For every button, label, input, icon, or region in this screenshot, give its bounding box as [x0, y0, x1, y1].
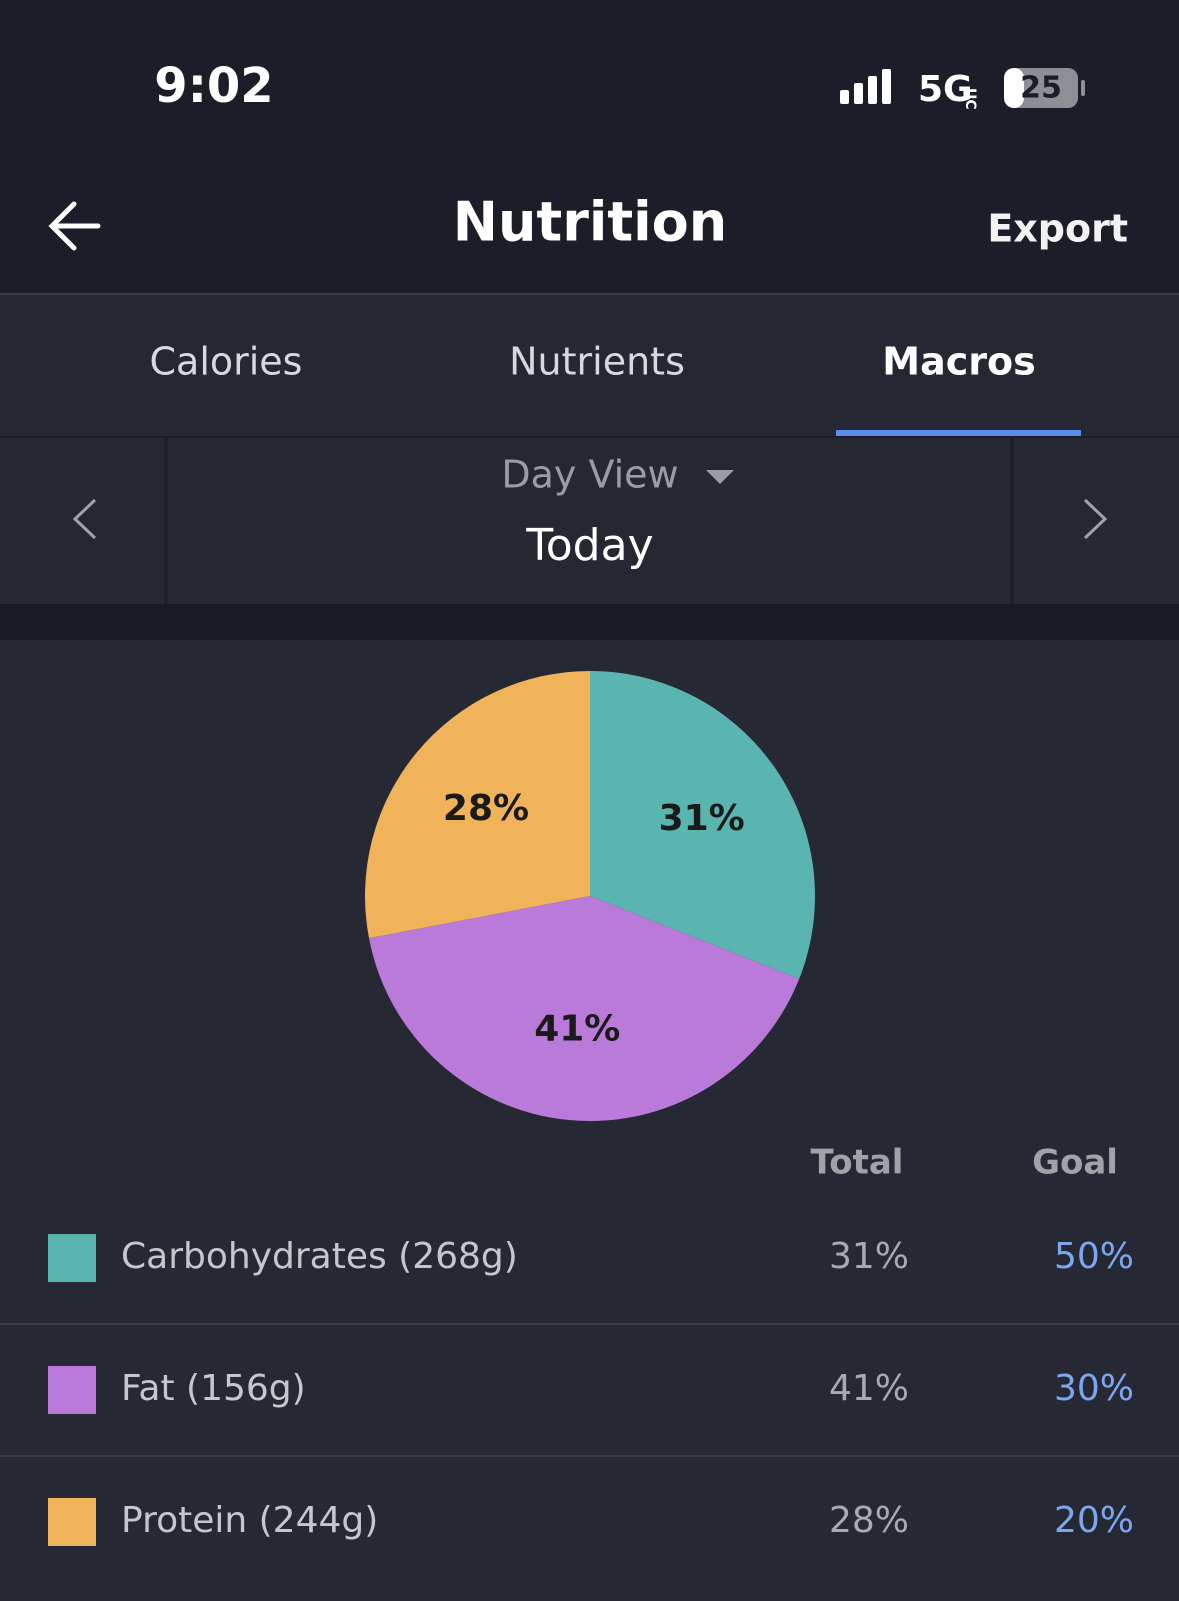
header-bg [0, 0, 1179, 294]
macro-name: Fat (156g) [121, 1368, 306, 1409]
slice-label: 41% [534, 1008, 620, 1049]
macro-name: Carbohydrates (268g) [121, 1236, 518, 1277]
prev-button[interactable] [72, 498, 97, 540]
tab[interactable]: Calories [150, 340, 303, 384]
pie-slice [590, 671, 815, 979]
macro-total: 31% [829, 1236, 909, 1277]
tab-indicator [836, 430, 1081, 436]
color-swatch [48, 1366, 96, 1414]
color-swatch [48, 1234, 96, 1282]
macro-table: Carbohydrates (268g) 31% 50% Fat (156g) 41% 3… [0, 1234, 1179, 1546]
macro-goal: 30% [1054, 1368, 1134, 1409]
column-header: Goal [1032, 1143, 1118, 1183]
page-title: Nutrition [453, 191, 727, 254]
date-label: Today [525, 520, 653, 571]
network-badge: UC [962, 88, 978, 110]
battery-tip [1081, 80, 1085, 96]
tab[interactable]: Nutrients [509, 340, 685, 384]
macro-name: Protein (244g) [121, 1500, 378, 1541]
tab-active[interactable]: Macros [882, 340, 1035, 384]
macro-goal: 50% [1054, 1236, 1134, 1277]
tabs-bg [0, 294, 1179, 436]
pie-chart: 31% 41% 28% [365, 671, 815, 1121]
network: 5G [918, 69, 973, 110]
slice-label: 28% [443, 788, 529, 829]
back-button[interactable] [48, 201, 101, 251]
macro-goal: 20% [1054, 1500, 1134, 1541]
spacer [0, 604, 1179, 640]
macro-total: 41% [829, 1368, 909, 1409]
color-swatch [48, 1498, 96, 1546]
slice-label: 31% [659, 798, 745, 839]
status-time: 9:02 [154, 58, 273, 114]
dropdown-icon[interactable] [706, 470, 734, 484]
column-header: Total [811, 1143, 904, 1183]
next-button[interactable] [1083, 498, 1108, 540]
pie-slice [365, 671, 590, 939]
date-nav-bg [0, 436, 1179, 604]
export-button[interactable]: Export [987, 207, 1128, 251]
signal-icon [840, 69, 891, 104]
view-selector[interactable]: Day View [501, 453, 678, 497]
battery-text: 25 [1020, 71, 1062, 106]
battery-level [1004, 68, 1024, 108]
pie-slice [368, 896, 800, 1121]
macro-total: 28% [829, 1500, 909, 1541]
